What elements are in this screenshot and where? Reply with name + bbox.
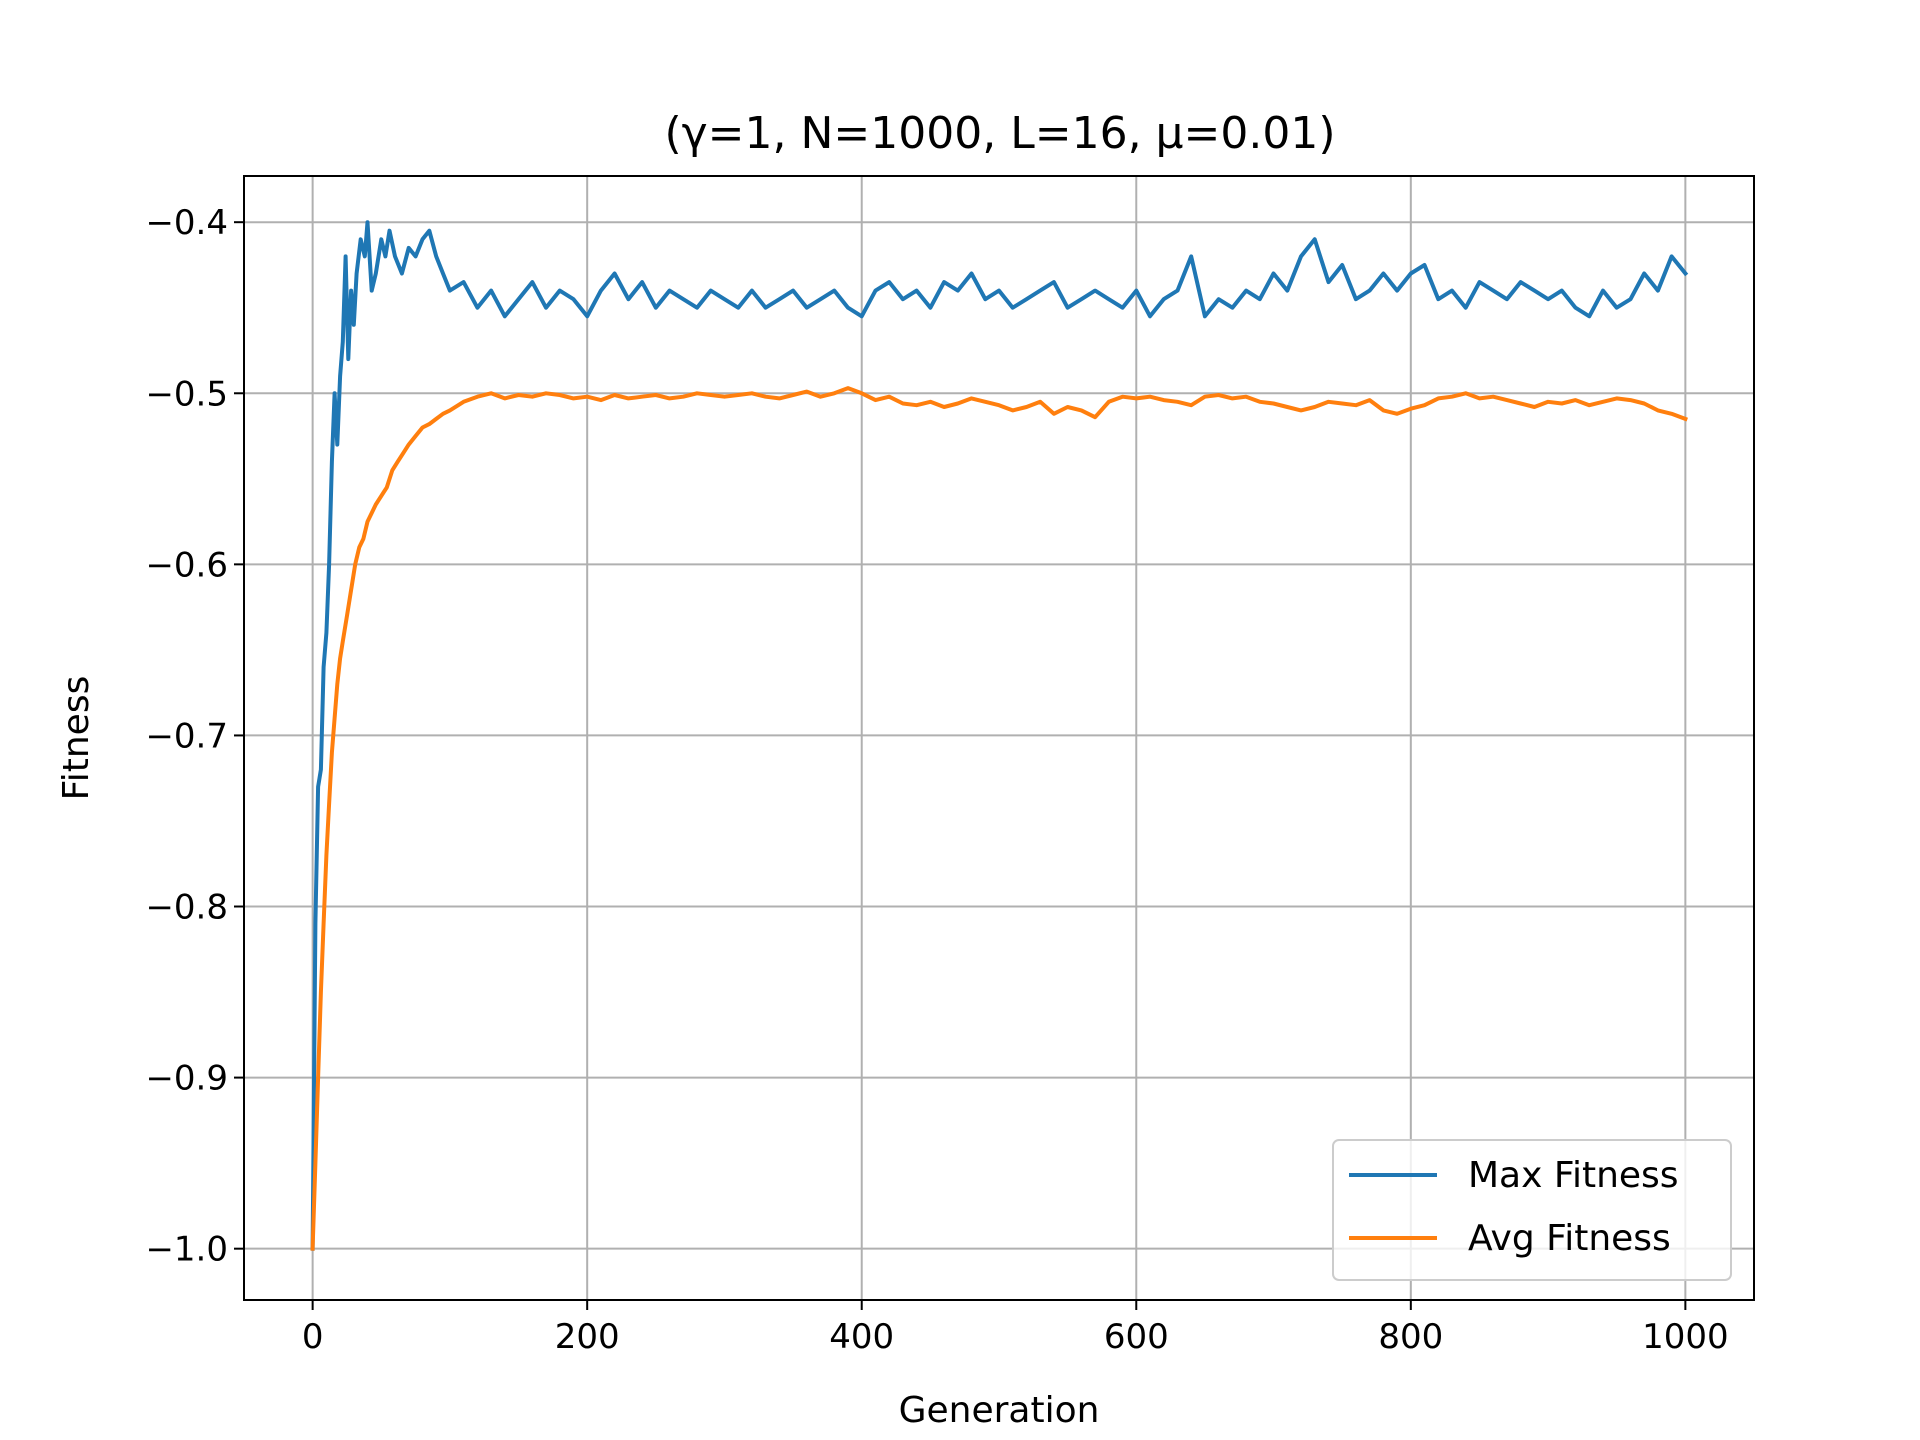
chart-title: (γ=1, N=1000, L=16, μ=0.01) (664, 108, 1335, 159)
y-tick-label: −1.0 (145, 1230, 228, 1270)
x-tick-label: 400 (829, 1317, 894, 1357)
y-axis-ticks: −1.0 −0.9 −0.8 −0.7 −0.6 −0.5 −0.4 (145, 203, 244, 1270)
grid (244, 176, 1754, 1300)
y-tick-label: −0.9 (145, 1059, 228, 1099)
y-tick-label: −0.6 (145, 545, 228, 585)
legend-label-avg-fitness: Avg Fitness (1468, 1218, 1671, 1259)
y-tick-label: −0.5 (145, 374, 228, 414)
x-tick-label: 200 (555, 1317, 620, 1357)
y-tick-label: −0.8 (145, 888, 228, 928)
x-tick-label: 1000 (1642, 1317, 1729, 1357)
y-tick-label: −0.4 (145, 203, 228, 243)
x-tick-label: 800 (1378, 1317, 1443, 1357)
legend-label-max-fitness: Max Fitness (1468, 1155, 1679, 1196)
plot-frame (243, 175, 1755, 1301)
series-line-avg-fitness (310, 386, 1688, 1251)
series-line-max-fitness (310, 220, 1689, 1251)
x-tick-label: 600 (1104, 1317, 1169, 1357)
x-axis-ticks: 0 200 400 600 800 1000 (302, 1300, 1729, 1357)
y-tick-label: −0.7 (145, 716, 228, 756)
legend: Max Fitness Avg Fitness (1332, 1139, 1732, 1281)
y-axis-label: Fitness (56, 676, 97, 801)
x-axis-label: Generation (899, 1390, 1100, 1431)
series-lines (310, 220, 1689, 1251)
x-tick-label: 0 (302, 1317, 324, 1357)
